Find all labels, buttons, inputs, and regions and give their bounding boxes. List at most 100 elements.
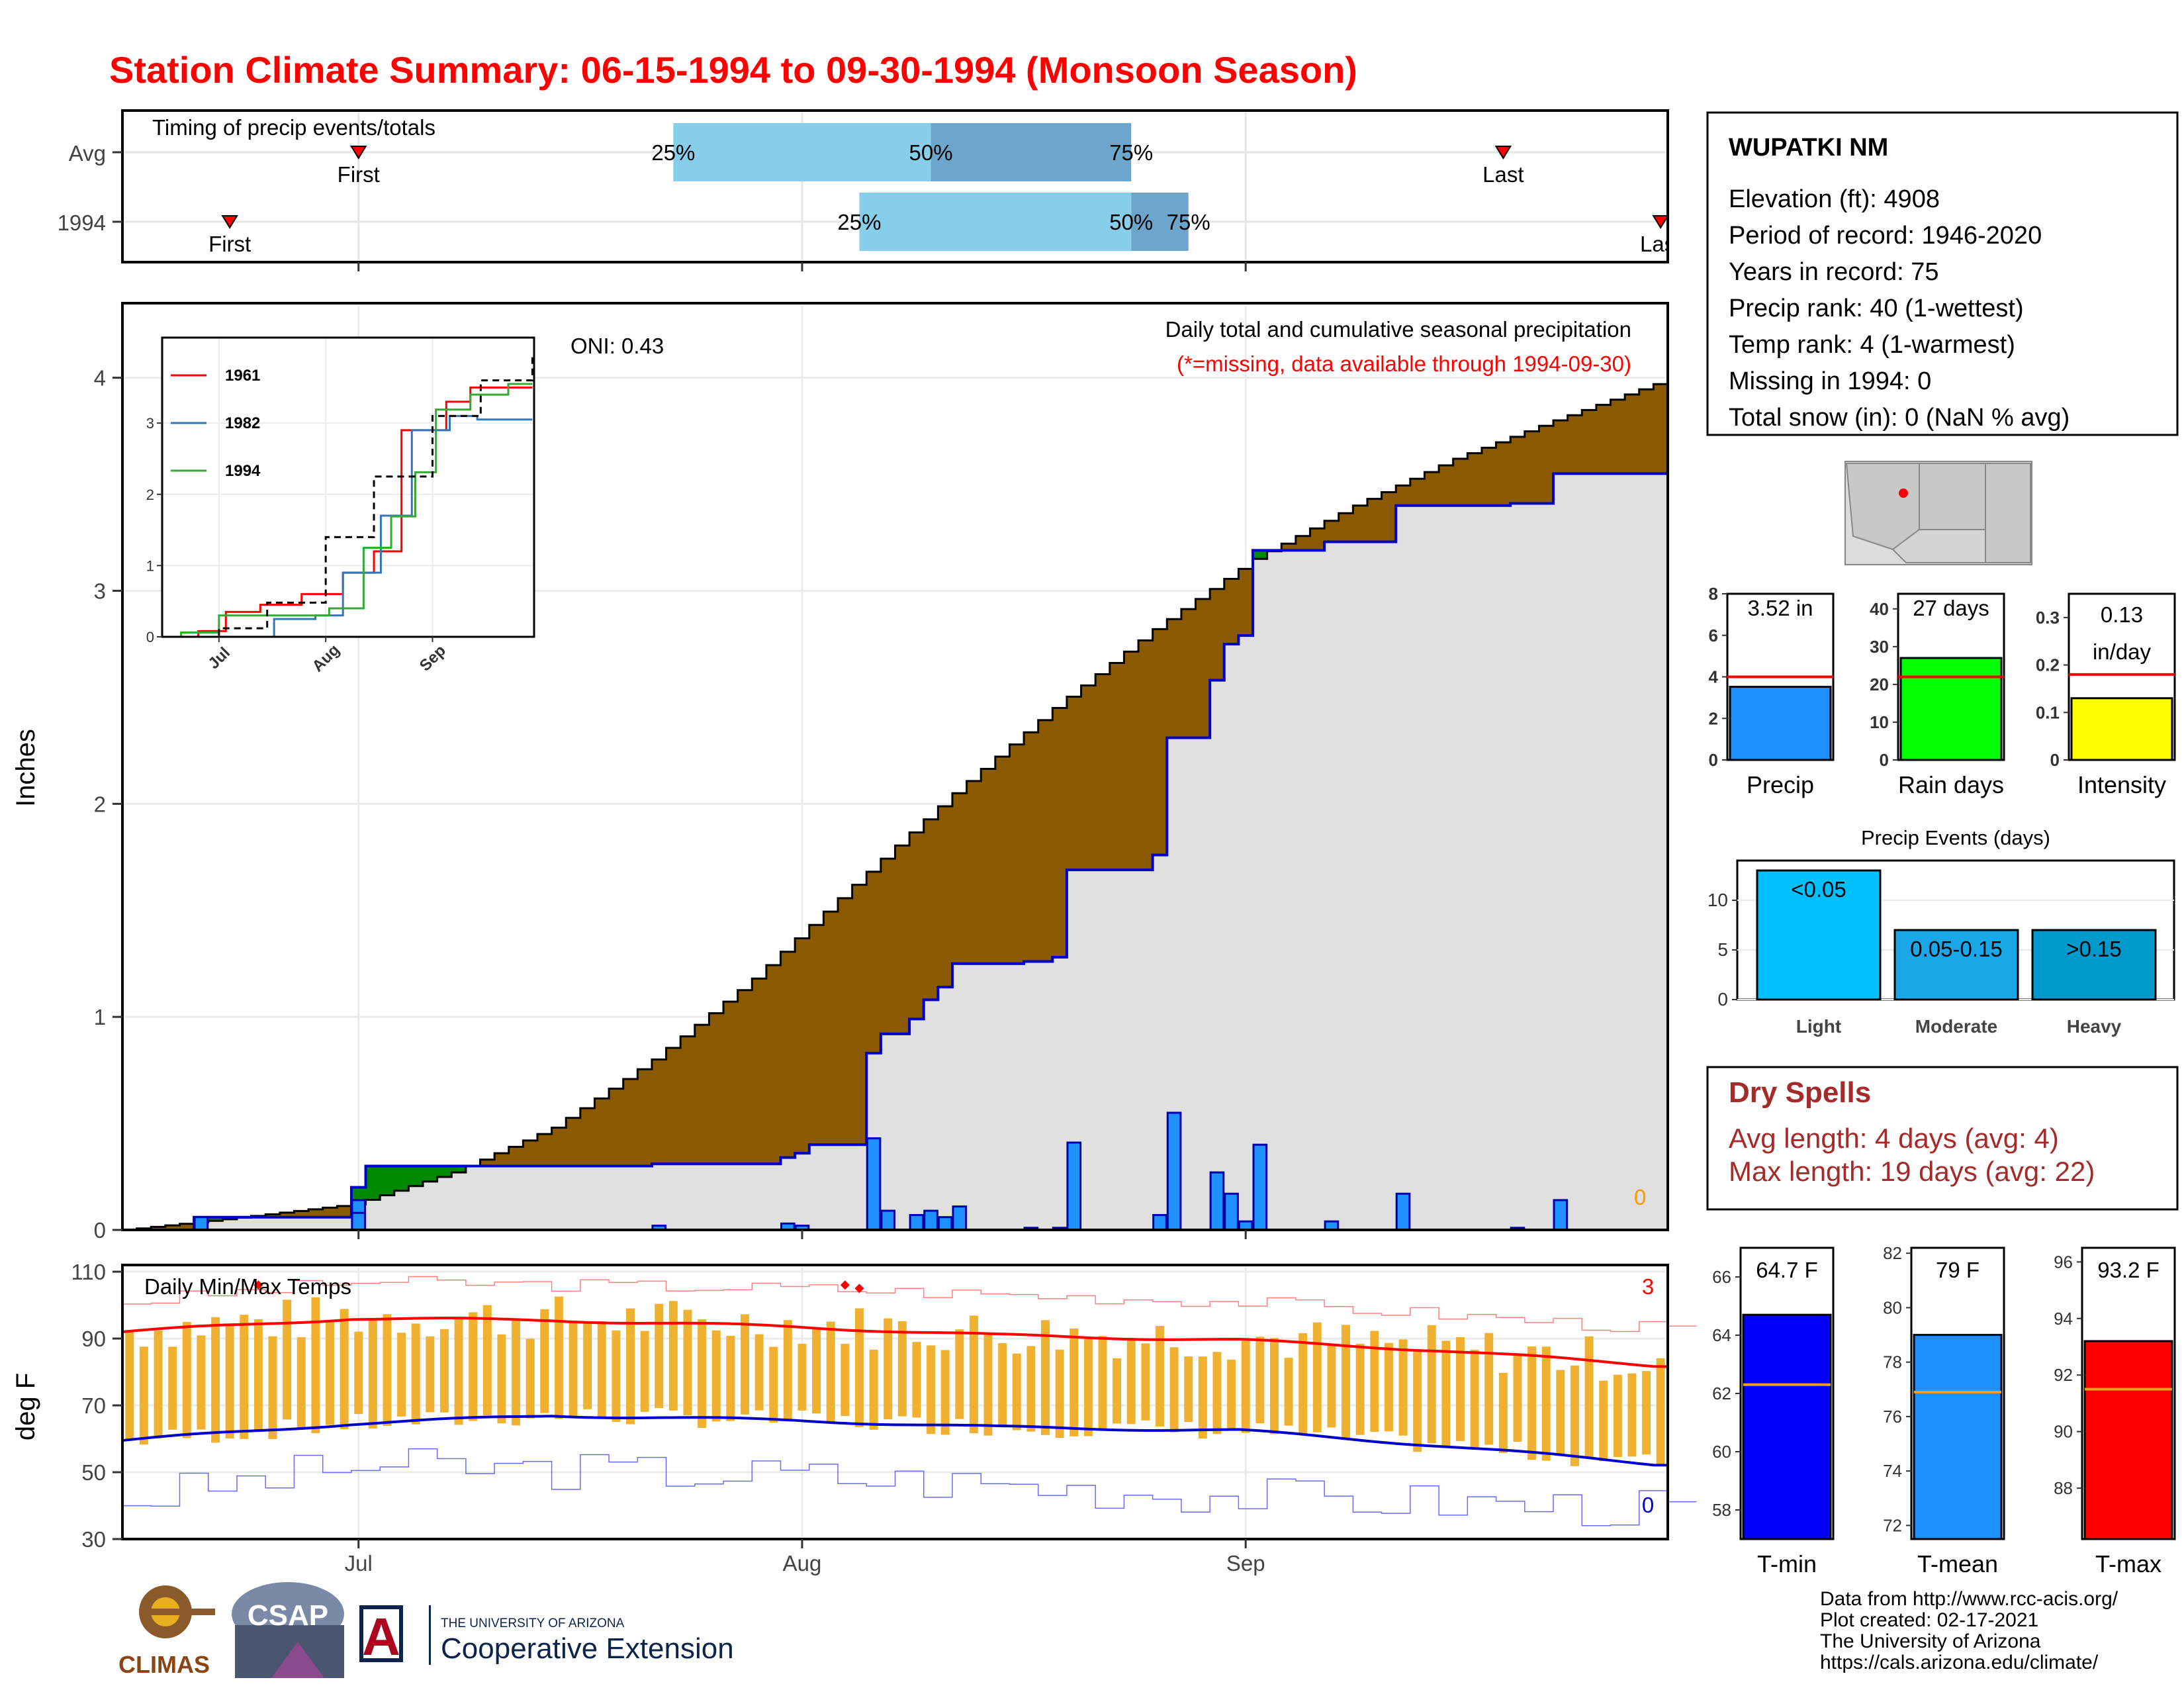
inset-legend-label: 1961: [225, 367, 260, 385]
summary-bar-precip: [1729, 686, 1832, 761]
daily-temp-range-bar: [783, 1320, 792, 1422]
daily-temp-range-bar: [1656, 1358, 1665, 1466]
temp-summary-y-tick-label: 90: [2054, 1422, 2073, 1442]
timing-q50-label: 50%: [909, 140, 953, 165]
temp-summary-y-tick-label: 88: [2054, 1478, 2073, 1498]
precip-y-axis: 0 1 2 3 4: [94, 366, 1247, 1243]
daily-precip-bar: [1209, 1171, 1225, 1231]
temp-y-tick-label: 70: [81, 1393, 106, 1418]
record-low-count: 0: [1642, 1493, 1654, 1517]
daily-temp-range-bar: [225, 1323, 234, 1439]
below-average-fill: [1639, 389, 1654, 474]
daily-temp-range-bar: [482, 1305, 492, 1416]
cumulative-average-line: [122, 383, 1668, 1231]
below-average-fill: [1195, 598, 1210, 738]
daily-temp-range-bar: [812, 1327, 821, 1414]
daily-temp-range-bar: [1342, 1325, 1351, 1440]
below-average-fill: [723, 1002, 739, 1164]
above-average-fill: [408, 1166, 424, 1186]
daily-temp-range-bar: [583, 1321, 592, 1409]
above-average-fill: [394, 1166, 409, 1191]
station-detail-line: Period of record: 1946-2020: [1729, 222, 2042, 250]
summary-y-tick-label: 2: [1709, 708, 1718, 728]
temp-summary-value-label: 64.7 F: [1756, 1258, 1818, 1282]
summary-bar-rain-days: [1899, 657, 2003, 761]
below-average-fill: [852, 884, 867, 1145]
value-line-1: 0.13: [2101, 602, 2143, 627]
inset-y-tick-label: 2: [146, 487, 154, 503]
daily-temp-range-bar: [1441, 1340, 1451, 1448]
temp-title: Daily Min/Max Temps: [144, 1274, 351, 1299]
temp-summary-y-tick-label: 76: [1883, 1407, 1902, 1427]
temp-y-tick-label: 50: [81, 1460, 106, 1485]
below-average-fill: [1653, 384, 1668, 474]
below-average-fill: [1152, 629, 1167, 855]
daily-temp-range-bar: [1642, 1371, 1651, 1455]
daily-temp-range-bar: [154, 1330, 163, 1438]
daily-temp-range-bar: [311, 1297, 320, 1433]
daily-temp-range-bar: [1312, 1322, 1322, 1432]
precip-caption: Daily total and cumulative seasonal prec…: [1165, 317, 1631, 342]
below-average-fill: [294, 1211, 309, 1217]
events-bar-range-label: <0.05: [1791, 877, 1846, 902]
below-average-fill: [480, 1159, 495, 1166]
below-average-fill: [1610, 399, 1625, 474]
events-bar-light: [1756, 869, 1882, 1001]
first-event-marker: [349, 146, 367, 160]
below-average-fill: [551, 1127, 567, 1166]
temp-summary-y-tick-label: 60: [1712, 1442, 1731, 1462]
station-detail-line: Precip rank: 40 (1-wettest): [1729, 295, 2024, 322]
daily-temp-range-bar: [240, 1315, 249, 1439]
below-average-fill: [1052, 708, 1068, 958]
below-average-fill: [1095, 674, 1111, 870]
below-average-fill: [1167, 619, 1182, 738]
daily-precip-bar: [1252, 1143, 1268, 1231]
ua-big-text: Cooperative Extension: [441, 1632, 734, 1665]
last-event-marker: [1494, 146, 1512, 160]
events-bar-range-label: >0.15: [2066, 937, 2122, 961]
temp-summary-y-tick-label: 82: [1883, 1243, 1902, 1263]
temp-summary-y-tick-label: 78: [1883, 1352, 1902, 1372]
summary-y-tick-label: 0: [1709, 750, 1718, 770]
below-average-fill: [1553, 420, 1569, 474]
below-average-fill: [1510, 436, 1525, 504]
events-bar-label: Heavy: [2067, 1016, 2122, 1037]
footer-credit-line: https://cals.arizona.edu/climate/: [1820, 1652, 2099, 1673]
above-average-fill: [208, 1217, 223, 1221]
daily-precip-bar: [923, 1209, 938, 1231]
daily-precip-bar: [866, 1137, 882, 1231]
temp-daily-range-bars: [125, 1296, 1665, 1466]
below-average-fill: [580, 1108, 595, 1166]
daily-temp-range-bar: [439, 1329, 449, 1413]
below-average-fill: [809, 925, 824, 1145]
below-average-fill: [866, 871, 882, 1053]
below-average-fill: [1353, 505, 1368, 542]
below-average-fill: [594, 1098, 610, 1166]
daily-temp-range-bar: [626, 1308, 635, 1425]
temp-y-tick-label: 110: [71, 1260, 106, 1284]
daily-temp-range-bar: [940, 1350, 950, 1435]
daily-temp-range-bar: [1069, 1328, 1079, 1436]
daily-temp-range-bar: [1169, 1347, 1179, 1432]
station-info-box: WUPATKI NM Elevation (ft): 4908 Period of…: [1706, 111, 2179, 436]
daily-temp-range-bar: [197, 1335, 206, 1430]
events-title: Precip Events (days): [1861, 826, 2050, 849]
temp-summary-label: T-mean: [1917, 1550, 1998, 1577]
average-max-line: [122, 1317, 1668, 1368]
ua-small-text: THE UNIVERSITY OF ARIZONA: [441, 1617, 625, 1630]
below-average-fill: [1310, 528, 1325, 551]
value-line-2: in/day: [2093, 639, 2152, 664]
summary-y-tick-label: 0: [1880, 750, 1889, 770]
daily-temp-range-bar: [268, 1336, 277, 1439]
daily-precip-bar: [909, 1213, 925, 1231]
below-average-fill: [651, 1059, 667, 1164]
inset-y-tick-label: 3: [146, 415, 154, 432]
daily-temp-range-bar: [211, 1317, 220, 1443]
oni-label: ONI: 0.43: [570, 334, 664, 358]
first-event-label: First: [338, 162, 380, 187]
daily-temp-range-bar: [927, 1345, 936, 1434]
events-bar-heavy: [2031, 929, 2157, 1001]
daily-temp-range-bar: [1284, 1358, 1293, 1426]
daily-temp-range-bar: [540, 1309, 549, 1413]
daily-temp-range-bar: [1627, 1373, 1637, 1457]
